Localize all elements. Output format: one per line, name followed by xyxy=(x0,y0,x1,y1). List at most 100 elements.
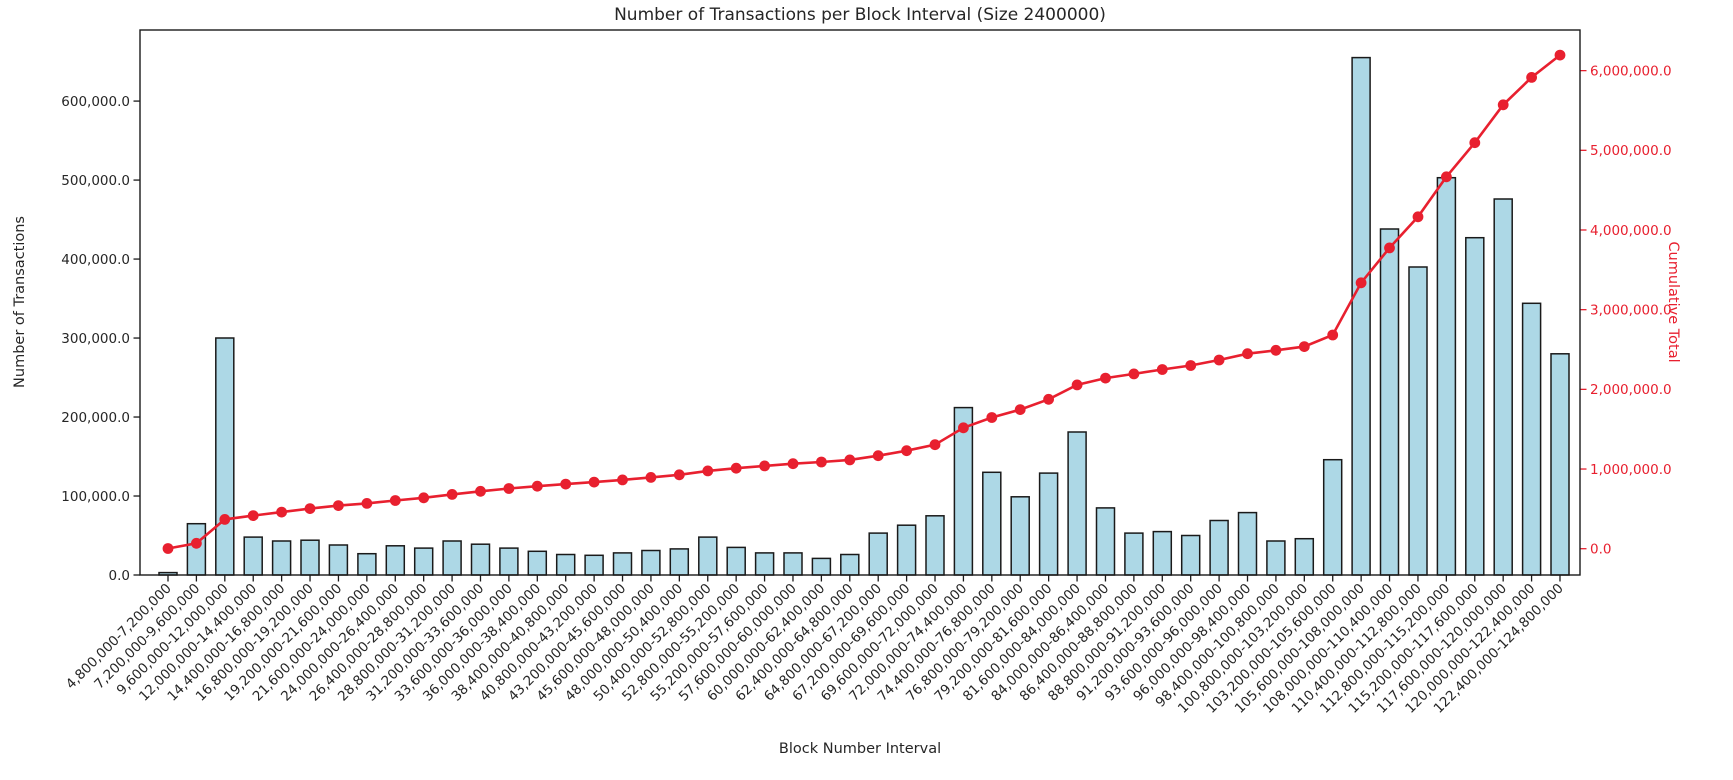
cumulative-point xyxy=(1554,49,1566,61)
cumulative-point xyxy=(531,480,543,492)
cumulative-point xyxy=(276,506,287,518)
cumulative-point xyxy=(844,454,856,466)
cumulative-point xyxy=(361,498,373,509)
cumulative-point xyxy=(162,543,174,554)
cumulative-point xyxy=(929,439,941,451)
bar xyxy=(754,552,775,576)
cumulative-point xyxy=(1100,372,1111,384)
bars-series xyxy=(158,56,1570,576)
bar xyxy=(1322,458,1343,576)
cumulative-point xyxy=(191,537,202,549)
cumulative-point xyxy=(986,412,998,423)
cumulative-point xyxy=(1270,344,1282,356)
cumulative-point xyxy=(872,450,884,462)
bar xyxy=(669,548,690,576)
cumulative-point xyxy=(503,483,515,494)
bar xyxy=(1294,537,1315,576)
bar xyxy=(1408,266,1428,576)
left-tick-label: 600,000.0 xyxy=(61,94,130,110)
cumulative-point xyxy=(816,456,827,468)
cumulative-point xyxy=(1213,354,1225,366)
bar xyxy=(1152,530,1173,576)
cumulative-point xyxy=(1156,364,1168,375)
bar xyxy=(612,552,633,576)
cumulative-point xyxy=(1185,360,1197,371)
cumulative-point xyxy=(617,474,628,486)
bar xyxy=(413,547,434,576)
cumulative-markers xyxy=(162,49,1566,554)
bar xyxy=(1266,540,1286,576)
y-axis-label-right: Cumulative Total xyxy=(1665,241,1681,362)
cumulative-point xyxy=(1441,171,1452,183)
bar xyxy=(1237,511,1258,576)
right-tick-label: 3,000,000.0 xyxy=(1590,302,1672,318)
left-tick-label: 0.0 xyxy=(109,568,130,584)
cumulative-point xyxy=(1043,393,1054,405)
bar xyxy=(840,553,860,576)
bar xyxy=(555,553,576,576)
cumulative-point xyxy=(730,462,742,474)
cumulative-point xyxy=(219,514,231,525)
cumulative-point xyxy=(1327,329,1339,341)
cumulative-point xyxy=(1412,211,1424,223)
bar xyxy=(726,546,746,576)
cumulative-point xyxy=(588,476,600,488)
bar xyxy=(896,524,917,576)
bar xyxy=(1493,198,1513,576)
cumulative-point xyxy=(958,422,969,434)
left-tick-label: 500,000.0 xyxy=(61,173,130,189)
right-tick-label: 5,000,000.0 xyxy=(1590,143,1672,159)
cumulative-point xyxy=(901,445,912,457)
bar xyxy=(868,532,888,576)
bar xyxy=(215,337,235,576)
cumulative-point xyxy=(446,489,458,500)
cumulative-point xyxy=(1526,72,1537,83)
cumulative-point xyxy=(333,500,344,511)
bar xyxy=(328,544,349,576)
cumulative-point xyxy=(1298,341,1310,352)
cumulative-point xyxy=(304,503,316,514)
right-axis-ticks: 0.0 1,000,000.0 2,000,000.0 3,000,000.0 4,00… xyxy=(1580,63,1672,558)
bar xyxy=(357,552,377,576)
right-tick-label: 2,000,000.0 xyxy=(1590,382,1672,398)
bar xyxy=(783,552,803,576)
bar xyxy=(925,515,945,576)
plot-border xyxy=(139,29,1581,576)
cumulative-line xyxy=(167,54,1561,550)
bar xyxy=(1379,228,1400,576)
bar xyxy=(470,543,491,576)
bar xyxy=(1010,496,1030,576)
bar xyxy=(186,522,207,576)
cumulative-point xyxy=(645,472,657,483)
bar xyxy=(1095,507,1116,576)
bar xyxy=(698,536,718,576)
bar xyxy=(499,547,519,576)
left-tick-label: 200,000.0 xyxy=(61,410,130,426)
bar xyxy=(982,471,1002,576)
bar xyxy=(527,550,548,576)
bar xyxy=(1180,534,1201,576)
bar xyxy=(385,545,406,576)
cumulative-point xyxy=(673,469,685,481)
left-tick-label: 100,000.0 xyxy=(61,489,130,505)
bar xyxy=(1038,472,1059,576)
bar xyxy=(811,557,832,576)
cumulative-point xyxy=(1014,404,1026,415)
left-axis-ticks: 0.0 100,000.0 200,000.0 300,000.0 400,000.0 5… xyxy=(61,94,140,584)
x-axis-ticks: 4,800,000-7,200,0007,200,000-9,600,0009,… xyxy=(63,575,1567,717)
cumulative-point xyxy=(247,510,259,521)
cumulative-point xyxy=(389,495,401,506)
cumulative-point xyxy=(1497,99,1509,111)
bar xyxy=(1436,176,1457,576)
bar xyxy=(1550,353,1570,576)
bar xyxy=(1465,236,1485,576)
bar xyxy=(1521,302,1542,576)
bar xyxy=(442,540,462,576)
bar xyxy=(1124,532,1144,576)
cumulative-point xyxy=(702,465,714,477)
chart-title: Number of Transactions per Block Interva… xyxy=(614,5,1106,25)
bar xyxy=(271,540,292,576)
right-tick-label: 1,000,000.0 xyxy=(1590,462,1672,478)
x-axis-label: Block Number Interval xyxy=(779,741,941,757)
bar xyxy=(1067,431,1087,576)
